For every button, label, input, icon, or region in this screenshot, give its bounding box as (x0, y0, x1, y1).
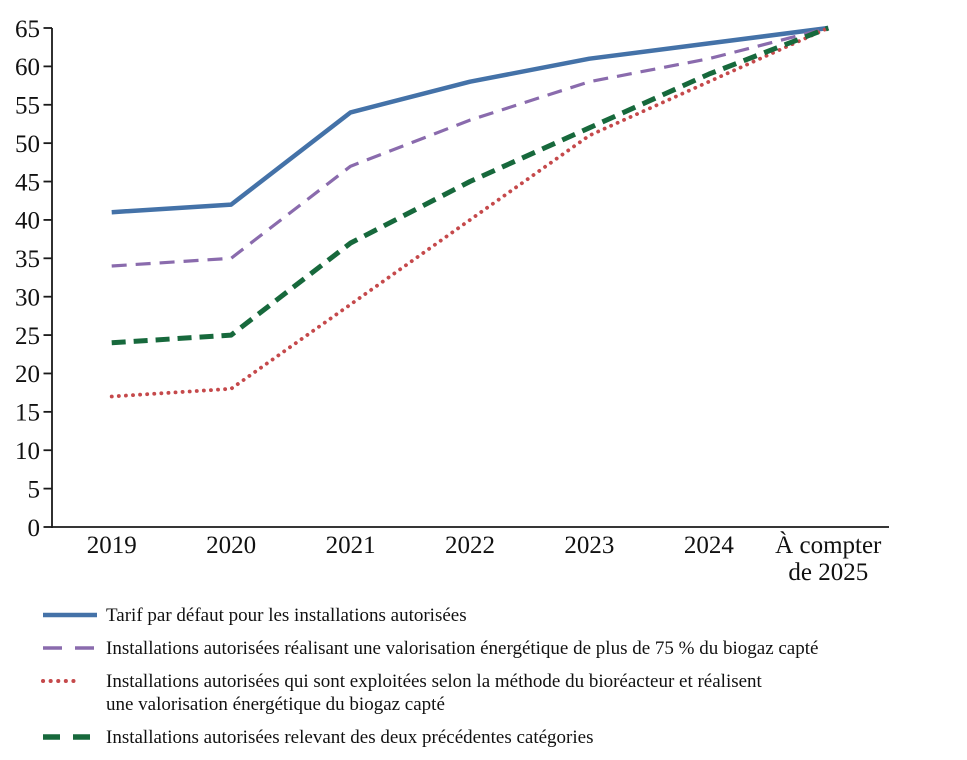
legend-item-1: Tarif par défaut pour les installations … (41, 604, 967, 627)
x-axis-tick-label: 2019 (87, 532, 137, 559)
series-line-3 (109, 26, 831, 399)
legend-label-2: Installations autorisées réalisant une v… (106, 638, 819, 659)
y-axis-tick-label: 40 (15, 208, 40, 235)
y-axis-tick-label: 10 (15, 438, 40, 465)
y-axis-tick-label: 15 (15, 400, 40, 427)
x-axis-tick-label: 2022 (445, 532, 495, 559)
legend-label-4: Installations autorisées relevant des de… (106, 727, 594, 748)
legend-marker-dotted-icon (41, 679, 83, 683)
chart-svg: 0 5 10 15 20 25 30 35 40 45 50 55 60 65 2019 2020 2021 20… (15, 16, 889, 586)
x-axis-tick-label: 2020 (206, 532, 256, 559)
y-axis-tick-label: 65 (15, 16, 40, 43)
legend-item-4: Installations autorisées relevant des de… (41, 726, 967, 749)
y-axis-tick-label: 0 (28, 515, 41, 542)
y-axis-tick-label: 25 (15, 323, 40, 350)
x-axis-tick-label: 2021 (326, 532, 376, 559)
y-axis-tick-label: 35 (15, 246, 40, 273)
legend-item-3: Installations autorisées qui sont exploi… (41, 670, 967, 716)
y-axis-tick-label: 55 (15, 93, 40, 120)
y-axis-tick-label: 45 (15, 169, 40, 196)
legend-label-1: Tarif par défaut pour les installations … (106, 605, 467, 626)
y-axis-tick-label: 30 (15, 284, 40, 311)
x-axis-tick-label: 2023 (564, 532, 614, 559)
chart-legend: Tarif par défaut pour les installations … (0, 600, 967, 749)
series-line-4 (111, 25, 830, 346)
y-axis-tick-label: 5 (28, 476, 41, 503)
y-axis-tick-label: 50 (15, 131, 40, 158)
legend-marker-solid-icon (43, 612, 97, 618)
y-axis-tick-label: 20 (15, 361, 40, 388)
x-axis-tick-label: 2024 (684, 532, 735, 559)
legend-label-3: Installations autorisées qui sont exploi… (106, 671, 762, 715)
y-axis-tick-label: 60 (15, 54, 40, 81)
series-line-2 (111, 26, 829, 268)
legend-marker-dashed-bold-icon (43, 734, 90, 740)
legend-item-2: Installations autorisées réalisant une v… (41, 637, 967, 660)
x-axis-tick-label: À compter de 2025 (775, 531, 882, 586)
legend-marker-dashed-icon (43, 646, 94, 650)
series-line-1 (111, 25, 829, 215)
